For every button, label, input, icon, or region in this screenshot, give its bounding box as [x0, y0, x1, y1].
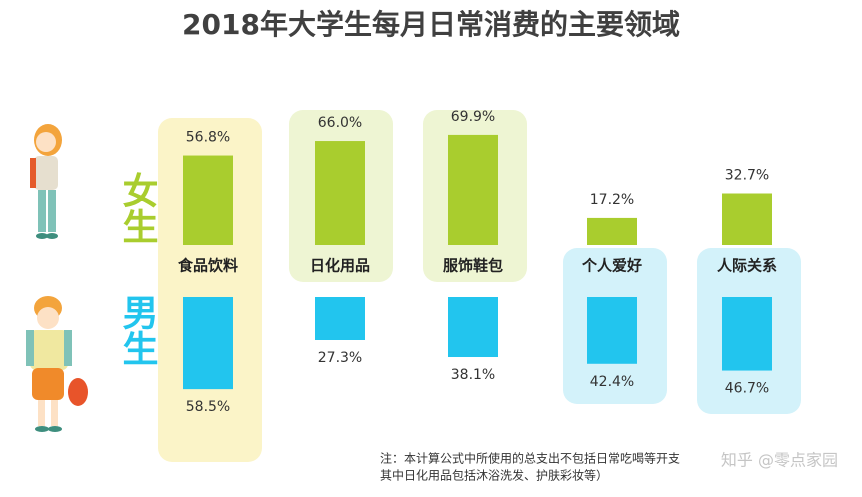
bar [722, 193, 772, 245]
girl-illustration [30, 124, 62, 239]
bar [448, 297, 498, 358]
series-label: 女生 [117, 172, 159, 244]
bar [448, 134, 498, 245]
data-label: 17.2% [590, 192, 634, 208]
data-label: 66.0% [318, 115, 362, 131]
footnote: 注：本计算公式中所使用的总支出不包括日常吃喝等开支 [380, 451, 680, 466]
data-label: 46.7% [725, 381, 769, 397]
category-label: 人际关系 [717, 257, 777, 275]
watermark: 知乎 @零点家园 [721, 451, 838, 470]
bar [722, 297, 772, 371]
series-label: 男生 [117, 294, 159, 366]
bar [315, 297, 365, 340]
bar [315, 141, 365, 245]
data-label: 32.7% [725, 167, 769, 183]
boy-illustration [26, 296, 88, 432]
category-label: 个人爱好 [581, 257, 642, 275]
data-label: 56.8% [186, 130, 230, 146]
category-label: 日化用品 [310, 257, 370, 275]
footnote: 其中日化用品包括沐浴洗发、护肤彩妆等） [380, 468, 608, 483]
data-label: 38.1% [451, 367, 495, 383]
bar [183, 297, 233, 390]
bar [587, 217, 637, 245]
category-label: 食品饮料 [178, 257, 238, 275]
category-label: 服饰鞋包 [443, 257, 503, 275]
bar [183, 155, 233, 245]
data-label: 58.5% [186, 399, 230, 415]
data-label: 27.3% [318, 350, 362, 366]
chart-title: 2018年大学生每月日常消费的主要领域 [182, 8, 680, 41]
data-label: 42.4% [590, 374, 634, 390]
bar [587, 297, 637, 364]
data-label: 69.9% [451, 109, 495, 125]
